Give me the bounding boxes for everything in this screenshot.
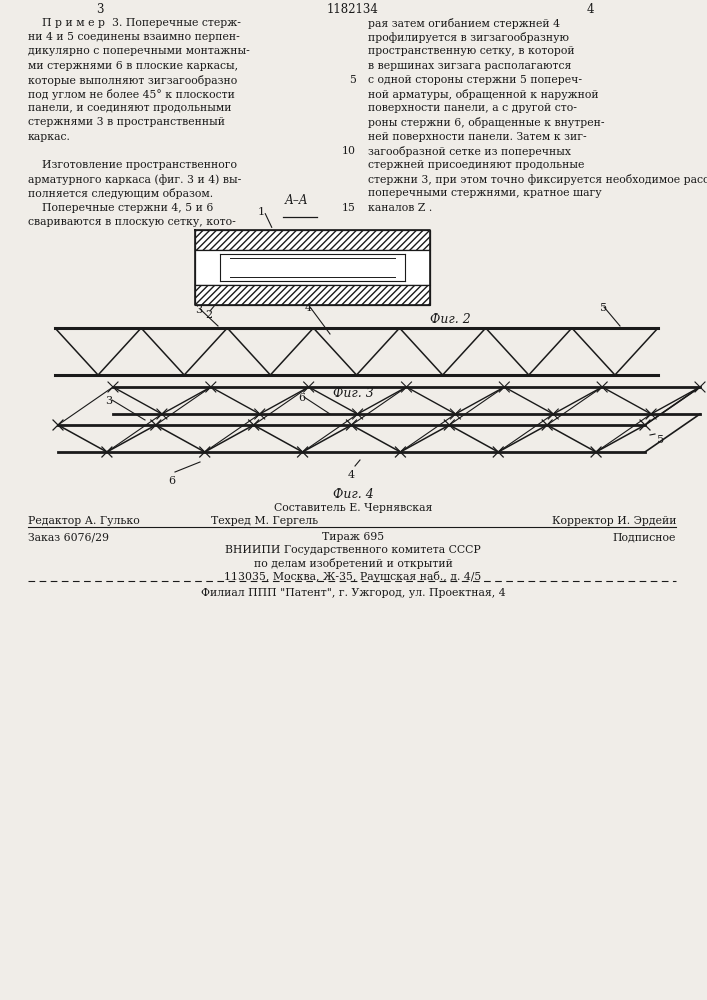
Text: 6: 6 <box>168 476 175 486</box>
Text: П р и м е р  3. Поперечные стерж-: П р и м е р 3. Поперечные стерж- <box>28 18 241 28</box>
Text: поверхности панели, а с другой сто-: поверхности панели, а с другой сто- <box>368 103 577 113</box>
Text: 10: 10 <box>342 146 356 156</box>
Text: 113035, Москва, Ж-35, Раушская наб., д. 4/5: 113035, Москва, Ж-35, Раушская наб., д. … <box>224 571 481 582</box>
Text: которые выполняют зигзагообразно: которые выполняют зигзагообразно <box>28 75 238 86</box>
Text: каналов Z .: каналов Z . <box>368 203 432 213</box>
Text: Фиг. 3: Фиг. 3 <box>332 387 373 400</box>
Text: 3: 3 <box>195 305 202 315</box>
Bar <box>195 230 430 250</box>
Bar <box>195 250 430 285</box>
Text: ной арматуры, обращенной к наружной: ной арматуры, обращенной к наружной <box>368 89 599 100</box>
Text: Поперечные стержни 4, 5 и 6: Поперечные стержни 4, 5 и 6 <box>28 203 214 213</box>
Text: 3: 3 <box>105 396 112 406</box>
Text: Тираж 695: Тираж 695 <box>322 532 384 542</box>
Text: Редактор А. Гулько: Редактор А. Гулько <box>28 516 140 526</box>
Text: с одной стороны стержни 5 попереч-: с одной стороны стержни 5 попереч- <box>368 75 582 85</box>
Text: 5: 5 <box>349 75 356 85</box>
Text: 4: 4 <box>348 470 355 480</box>
Text: арматурного каркаса (фиг. 3 и 4) вы-: арматурного каркаса (фиг. 3 и 4) вы- <box>28 174 241 185</box>
Text: поперечными стержнями, кратное шагу: поперечными стержнями, кратное шагу <box>368 188 602 198</box>
Text: профилируется в зигзагообразную: профилируется в зигзагообразную <box>368 32 569 43</box>
Text: Подписное: Подписное <box>613 532 676 542</box>
Text: пространственную сетку, в которой: пространственную сетку, в которой <box>368 46 575 56</box>
Text: Изготовление пространственного: Изготовление пространственного <box>28 160 237 170</box>
Text: стержни 3, при этом точно фиксируется необходимое расстояние между: стержни 3, при этом точно фиксируется не… <box>368 174 707 185</box>
Text: в вершинах зигзага располагаются: в вершинах зигзага располагаются <box>368 61 571 71</box>
Text: ВНИИПИ Государственного комитета СССР: ВНИИПИ Государственного комитета СССР <box>225 545 481 555</box>
Bar <box>195 285 430 305</box>
Text: Составитель Е. Чернявская: Составитель Е. Чернявская <box>274 503 432 513</box>
Text: 4: 4 <box>586 3 594 16</box>
Text: свариваются в плоскую сетку, кото-: свариваются в плоскую сетку, кото- <box>28 217 235 227</box>
Text: рая затем огибанием стержней 4: рая затем огибанием стержней 4 <box>368 18 560 29</box>
Text: под углом не более 45° к плоскости: под углом не более 45° к плоскости <box>28 89 235 100</box>
Text: дикулярно с поперечными монтажны-: дикулярно с поперечными монтажны- <box>28 46 250 56</box>
Text: панели, и соединяют продольными: панели, и соединяют продольными <box>28 103 231 113</box>
Text: Фиг. 4: Фиг. 4 <box>332 488 373 501</box>
Text: ней поверхности панели. Затем к зиг-: ней поверхности панели. Затем к зиг- <box>368 132 587 142</box>
Text: 15: 15 <box>342 203 356 213</box>
Text: Фиг. 2: Фиг. 2 <box>430 313 471 326</box>
Text: 1182134: 1182134 <box>327 3 379 16</box>
Text: 2: 2 <box>205 310 212 320</box>
Text: 4: 4 <box>305 303 312 313</box>
Text: Корректор И. Эрдейи: Корректор И. Эрдейи <box>551 516 676 526</box>
Text: стержней присоединяют продольные: стержней присоединяют продольные <box>368 160 585 170</box>
Text: 5: 5 <box>600 303 607 313</box>
Text: ми стержнями 6 в плоские каркасы,: ми стержнями 6 в плоские каркасы, <box>28 61 238 71</box>
Text: Заказ 6076/29: Заказ 6076/29 <box>28 532 109 542</box>
Text: по делам изобретений и открытий: по делам изобретений и открытий <box>254 558 452 569</box>
Text: загообразной сетке из поперечных: загообразной сетке из поперечных <box>368 146 571 157</box>
Text: А–А: А–А <box>285 194 309 207</box>
Text: полняется следующим образом.: полняется следующим образом. <box>28 188 213 199</box>
Text: стержнями 3 в пространственный: стержнями 3 в пространственный <box>28 117 225 127</box>
Text: 1: 1 <box>258 207 265 217</box>
Text: каркас.: каркас. <box>28 132 71 142</box>
Text: ни 4 и 5 соединены взаимно перпен-: ни 4 и 5 соединены взаимно перпен- <box>28 32 240 42</box>
Text: Филиал ППП "Патент", г. Ужгород, ул. Проектная, 4: Филиал ППП "Патент", г. Ужгород, ул. Про… <box>201 588 506 598</box>
Text: 3: 3 <box>96 3 104 16</box>
Text: роны стержни 6, обращенные к внутрен-: роны стержни 6, обращенные к внутрен- <box>368 117 604 128</box>
Text: 5: 5 <box>657 435 664 445</box>
Text: Техред М. Гергель: Техред М. Гергель <box>211 516 319 526</box>
Text: 6: 6 <box>298 393 305 403</box>
